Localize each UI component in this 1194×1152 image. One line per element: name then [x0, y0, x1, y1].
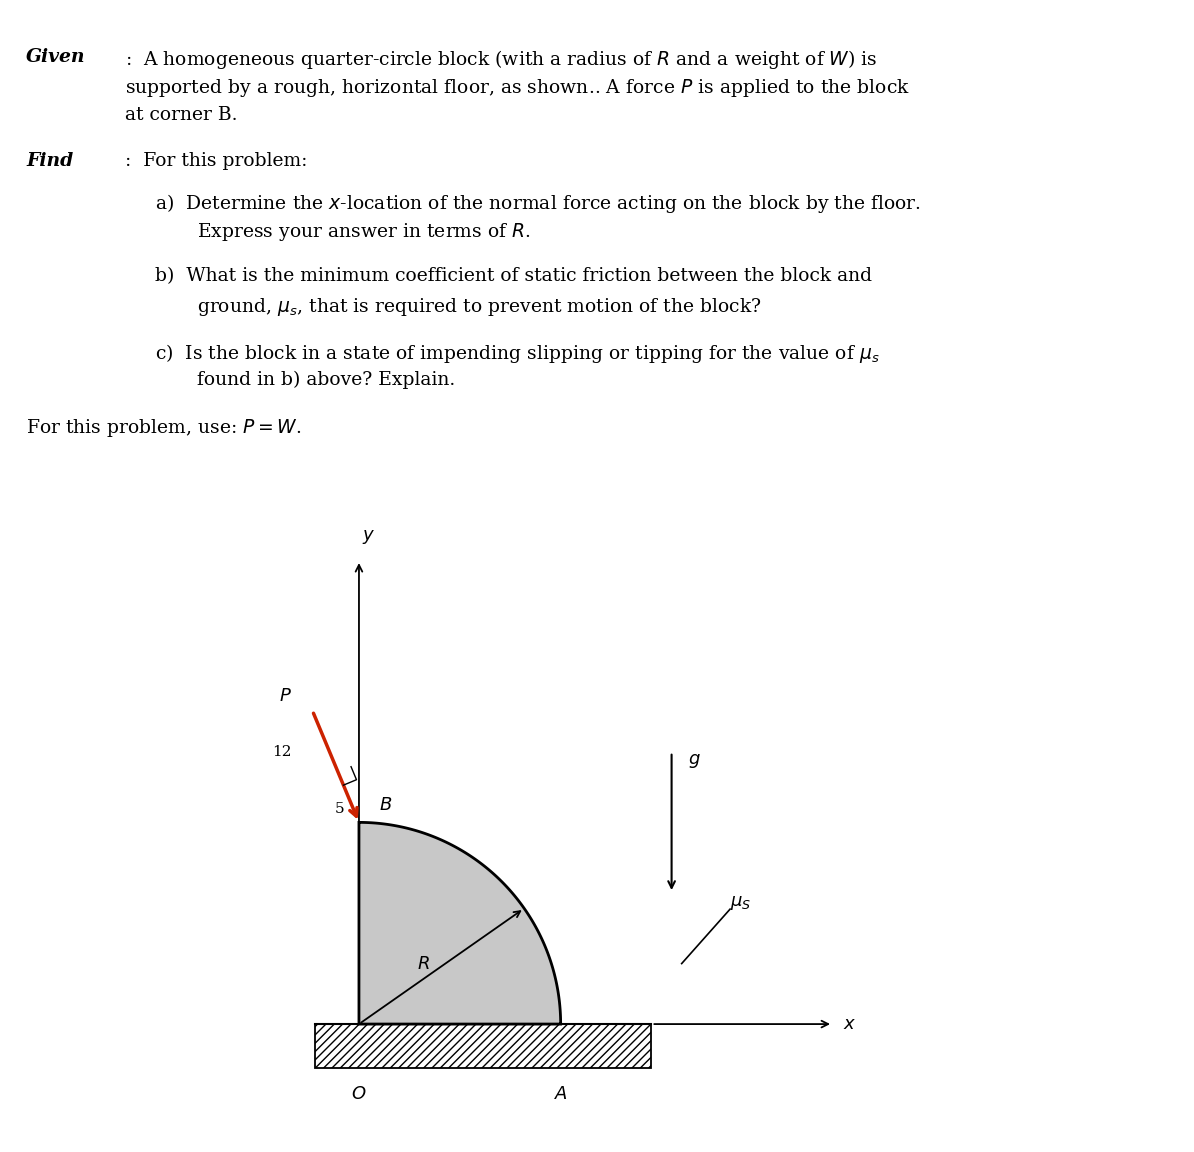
- Text: $x$: $x$: [843, 1015, 856, 1033]
- Polygon shape: [359, 823, 561, 1024]
- Text: b)  What is the minimum coefficient of static friction between the block and: b) What is the minimum coefficient of st…: [155, 267, 873, 286]
- Text: Given: Given: [26, 48, 86, 67]
- Text: a)  Determine the $x$-location of the normal force acting on the block by the fl: a) Determine the $x$-location of the nor…: [155, 192, 922, 215]
- Text: $P$: $P$: [279, 687, 293, 705]
- Text: found in b) above? Explain.: found in b) above? Explain.: [197, 371, 455, 389]
- Text: $\mu_S$: $\mu_S$: [730, 894, 751, 912]
- Text: at corner B.: at corner B.: [125, 106, 238, 124]
- Bar: [314, 1024, 652, 1068]
- Text: 5: 5: [336, 802, 345, 817]
- Text: supported by a rough, horizontal floor, as shown.. A force $P$ is applied to the: supported by a rough, horizontal floor, …: [125, 77, 910, 99]
- Text: Find: Find: [26, 152, 74, 170]
- Text: ground, $\mu_s$, that is required to prevent motion of the block?: ground, $\mu_s$, that is required to pre…: [197, 296, 762, 318]
- Text: :  A homogeneous quarter-circle block (with a radius of $R$ and a weight of $W$): : A homogeneous quarter-circle block (wi…: [125, 48, 878, 71]
- Text: $O$: $O$: [351, 1084, 367, 1102]
- Text: $y$: $y$: [363, 528, 376, 546]
- Text: For this problem, use: $P = W$.: For this problem, use: $P = W$.: [26, 417, 302, 439]
- Text: :  For this problem:: : For this problem:: [125, 152, 308, 170]
- Text: $g$: $g$: [688, 752, 701, 770]
- Text: $R$: $R$: [417, 955, 430, 972]
- Text: $A$: $A$: [554, 1084, 567, 1102]
- Text: 12: 12: [272, 745, 291, 759]
- Text: Express your answer in terms of $R$.: Express your answer in terms of $R$.: [197, 221, 530, 243]
- Text: $B$: $B$: [380, 796, 393, 814]
- Text: c)  Is the block in a state of impending slipping or tipping for the value of $\: c) Is the block in a state of impending …: [155, 342, 880, 365]
